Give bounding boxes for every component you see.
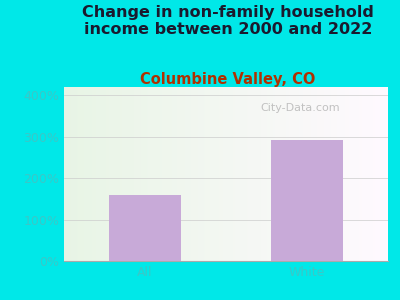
Bar [270, 140, 344, 261]
Text: Change in non-family household
income between 2000 and 2022: Change in non-family household income be… [82, 4, 374, 37]
Text: Columbine Valley, CO: Columbine Valley, CO [140, 72, 316, 87]
Bar [108, 195, 182, 261]
Text: City-Data.com: City-Data.com [261, 103, 340, 113]
